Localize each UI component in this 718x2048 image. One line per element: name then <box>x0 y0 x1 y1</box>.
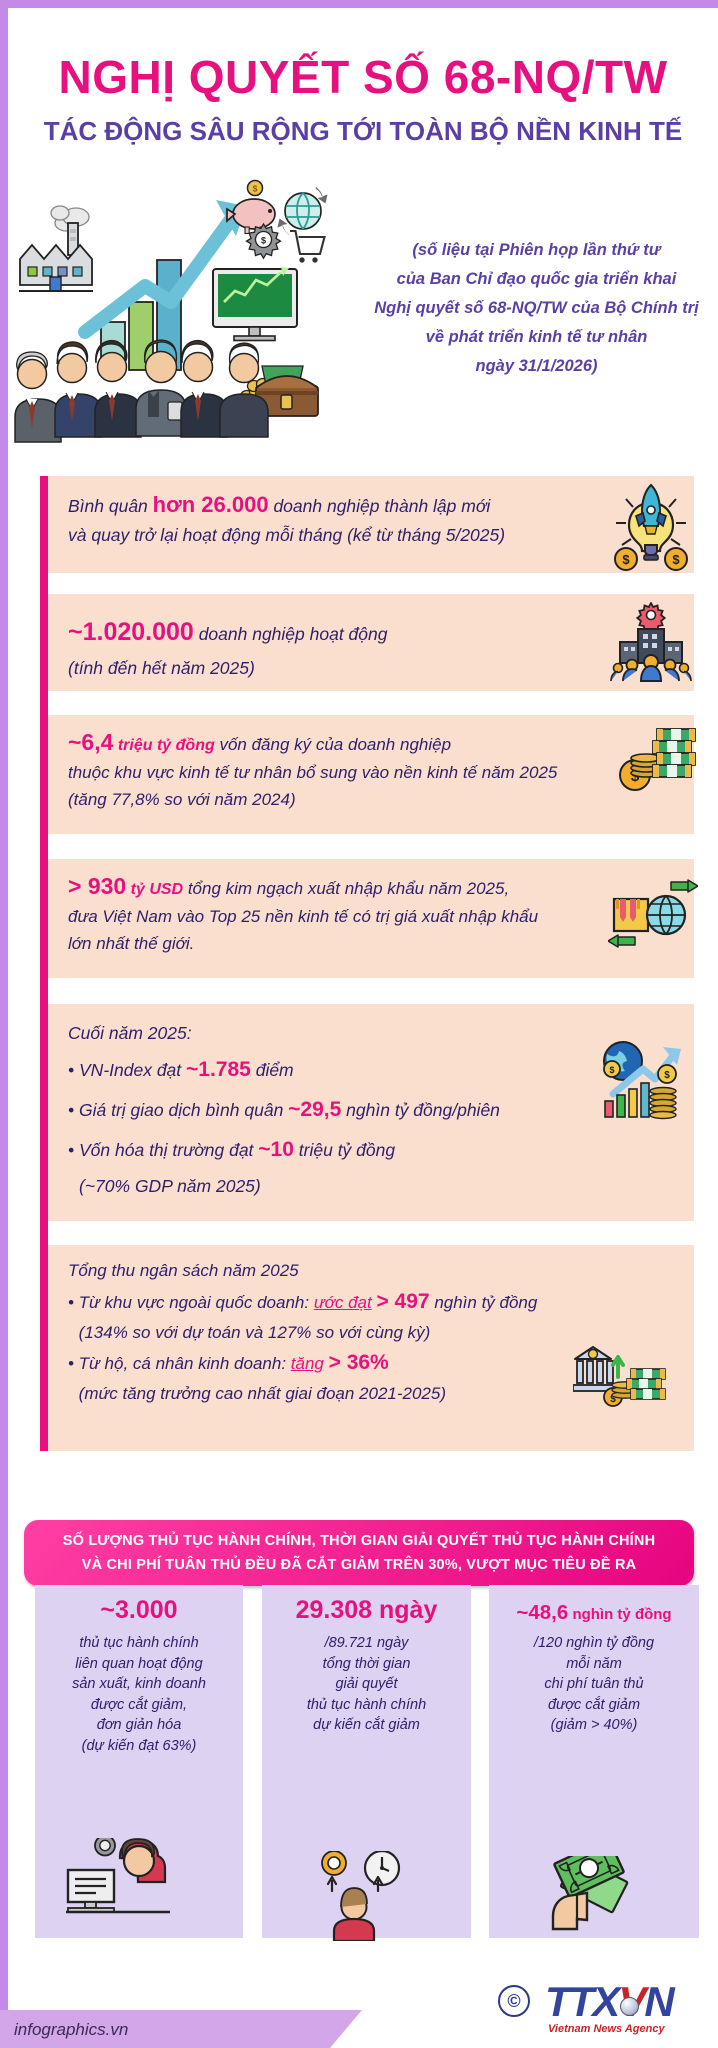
svg-text:infographics.vn: infographics.vn <box>14 2020 128 2039</box>
svg-text:$: $ <box>261 236 266 246</box>
svg-text:$: $ <box>672 552 680 567</box>
svg-text:$: $ <box>609 1065 614 1075</box>
svg-text:$: $ <box>664 1070 670 1081</box>
svg-text:$: $ <box>253 184 258 194</box>
svg-text:$: $ <box>622 552 630 567</box>
